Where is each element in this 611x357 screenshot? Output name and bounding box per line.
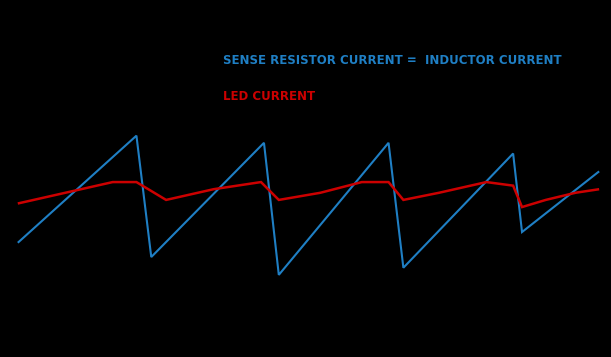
Text: LED CURRENT: LED CURRENT: [223, 90, 315, 103]
Text: SENSE RESISTOR CURRENT =  INDUCTOR CURRENT: SENSE RESISTOR CURRENT = INDUCTOR CURREN…: [223, 54, 562, 67]
